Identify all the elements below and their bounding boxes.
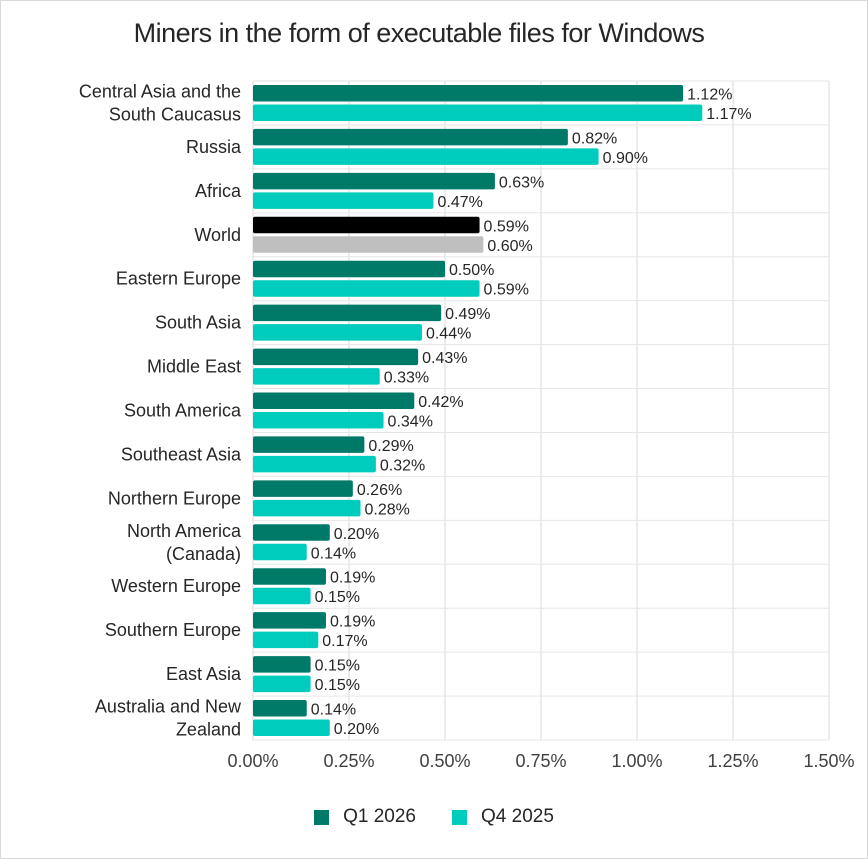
data-label-series-1: 0.14% [311,702,356,719]
bar-series-1 [253,524,330,541]
category-label: World [194,225,241,245]
bar-series-1 [253,304,442,322]
bar-series-2 [253,675,311,693]
bar-chart: 0.00% 0.25% 0.50% 0.75% 1.00% 1.25% 1.50% Centr… [79,80,855,771]
category-label: South Asia [155,313,242,333]
bar-series-1 [253,348,419,366]
bar-series-2 [253,412,384,429]
bar-series-1 [253,612,326,629]
category-label: (Canada) [166,544,241,564]
legend-swatch-series-1 [314,809,330,825]
category-label: Eastern Europe [116,269,241,289]
bar-series-2 [253,719,330,737]
data-label-series-1: 0.19% [330,570,375,587]
data-label-series-2: 0.44% [426,326,471,343]
data-label-series-1: 0.29% [368,438,413,455]
data-label-series-2: 0.59% [484,282,529,299]
data-label-series-1: 0.20% [334,526,379,543]
category-label: Southern Europe [105,620,241,640]
data-label-series-1: 0.15% [315,658,360,675]
data-label-series-2: 0.34% [388,414,433,431]
legend-swatch-series-2 [452,809,467,825]
category-label: Middle East [147,357,241,377]
x-tick-label: 0.00% [227,751,278,771]
category-label: Australia and New [95,697,242,717]
bar-series-2 [253,236,484,253]
data-label-series-1: 0.63% [499,174,544,191]
bar-series-1 [253,128,568,146]
data-label-series-2: 0.15% [315,589,360,606]
bar-series-1 [253,568,326,585]
bar-series-1 [253,700,307,717]
x-tick-label: 1.25% [707,751,758,771]
data-label-series-2: 0.15% [315,677,360,694]
bar-series-2 [253,499,361,517]
bar-series-1 [253,260,445,278]
bar-series-1 [253,480,353,497]
bar-series-1 [253,84,684,102]
data-label-series-2: 0.47% [437,194,482,211]
bar-series-2 [253,324,422,341]
bar-series-1 [253,216,480,234]
bar-series-1 [253,656,311,673]
chart-title: Miners in the form of executable files f… [133,18,705,48]
data-label-series-2: 1.17% [706,106,751,123]
data-label-series-2: 0.33% [384,370,429,387]
data-label-series-2: 0.90% [603,150,648,167]
data-label-series-1: 1.12% [687,86,732,103]
category-label: Africa [195,181,242,201]
x-tick-label: 1.50% [803,751,854,771]
data-label-series-1: 0.59% [484,218,529,235]
legend: Q1 2026 Q4 2025 [0,806,868,828]
data-label-series-1: 0.26% [357,482,402,499]
legend-item-series-2: Q4 2025 [452,806,554,828]
data-label-series-1: 0.19% [330,614,375,631]
bar-series-2 [253,631,319,649]
bar-series-2 [253,543,307,561]
data-label-series-1: 0.42% [418,394,463,411]
bar-series-2 [253,368,380,385]
bar-series-2 [253,192,434,209]
bar-series-2 [253,455,376,473]
data-label-series-1: 0.82% [572,130,617,147]
bar-series-1 [253,436,365,453]
bar-series-2 [253,104,703,121]
category-label: Russia [186,137,242,157]
x-tick-label: 0.25% [323,751,374,771]
category-label: Northern Europe [108,488,241,508]
data-label-series-1: 0.43% [422,350,467,367]
x-tick-label: 0.75% [515,751,566,771]
data-label-series-2: 0.28% [365,501,410,518]
data-label-series-2: 0.32% [380,457,425,474]
data-label-series-2: 0.14% [311,545,356,562]
data-label-series-2: 0.17% [322,633,367,650]
category-label: Central Asia and the [79,81,241,101]
bar-series-2 [253,587,311,605]
bar-series-1 [253,392,415,409]
legend-item-series-1: Q1 2026 [314,806,416,828]
legend-label-series-1: Q1 2026 [343,806,416,827]
category-label: North America [127,521,242,541]
data-label-series-2: 0.20% [334,721,379,738]
data-label-series-1: 0.50% [449,262,494,279]
data-label-series-1: 0.49% [445,306,490,323]
data-label-series-2: 0.60% [487,238,532,255]
category-label: Western Europe [111,576,241,596]
category-label: Zealand [176,720,241,740]
bar-series-2 [253,280,480,297]
category-label: Southeast Asia [121,444,242,464]
x-tick-label: 1.00% [611,751,662,771]
bar-series-1 [253,172,495,190]
category-label: South Caucasus [109,104,241,124]
legend-label-series-2: Q4 2025 [481,806,554,827]
x-tick-label: 0.50% [419,751,470,771]
category-label: East Asia [166,664,242,684]
bar-series-2 [253,148,599,165]
category-label: South America [124,401,242,421]
